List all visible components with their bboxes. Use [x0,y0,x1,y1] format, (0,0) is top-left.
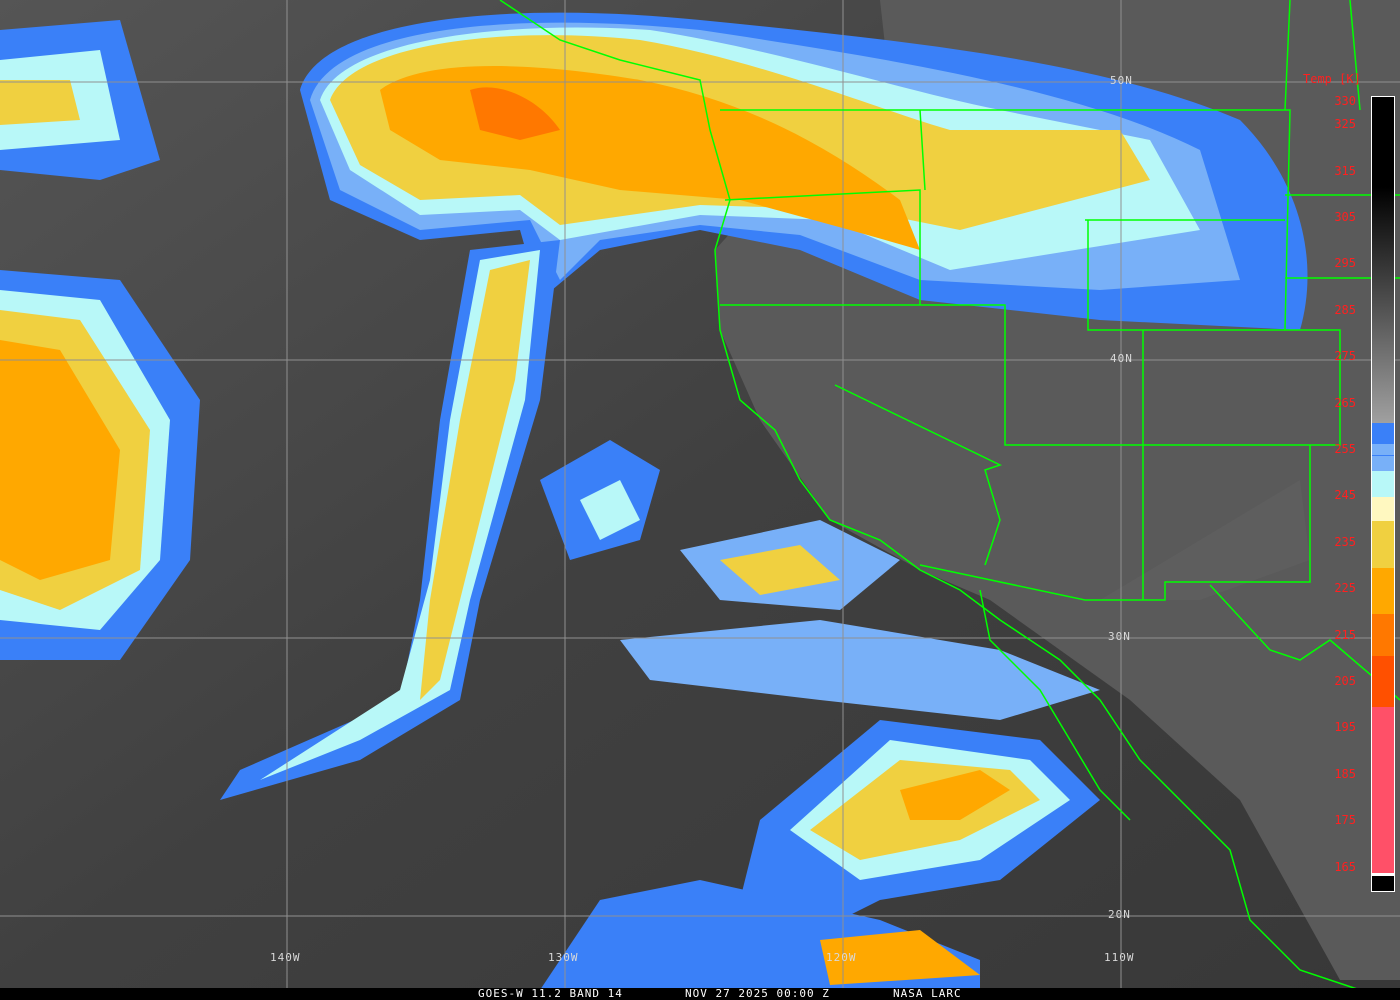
temperature-colorbar [1371,96,1395,892]
colorbar-tick-label: 195 [1334,720,1356,735]
colorbar-tick-label: 265 [1334,395,1356,410]
lat-label-40n: 40N [1110,352,1133,365]
footer-datetime: NOV 27 2025 00:00 Z [685,987,830,1000]
colorbar-tick-label: 330 [1334,94,1356,108]
footer-product: GOES-W 11.2 BAND 14 [478,987,623,1000]
colorbar-tick-label: 325 [1334,117,1356,132]
footer-bar: GOES-W 11.2 BAND 14 NOV 27 2025 00:00 Z … [0,988,1400,1000]
colorbar-tick-label: 225 [1334,581,1356,596]
footer-source: NASA LARC [893,987,962,1000]
cloud-southern-systems [540,440,1310,990]
cloud-frontal-band [220,240,560,800]
lat-label-50n: 50N [1110,74,1133,87]
lon-label-120w: 120W [826,951,857,964]
colorbar-tick-label: 275 [1334,349,1356,364]
colorbar-tick-label: 255 [1334,442,1356,456]
lat-label-30n: 30N [1108,630,1131,643]
lon-label-140w: 140W [270,951,301,964]
colorbar-tick-label: 165 [1334,859,1356,874]
colorbar-tick-label: 215 [1334,627,1356,642]
lat-label-20n: 20N [1108,908,1131,921]
political-borders [499,0,1400,991]
lon-label-130w: 130W [548,951,579,964]
colorbar-tick-label: 295 [1334,256,1356,271]
colorbar-tick-label: 245 [1334,488,1356,503]
colorbar-tick-label: 315 [1334,163,1356,178]
colorbar-tick-label: 305 [1334,210,1356,224]
colorbar-tick-label: 175 [1334,813,1356,828]
colorbar-tick-label: 285 [1334,302,1356,317]
colorbar-tick-label: 185 [1334,766,1356,781]
cloud-west-systems [0,20,200,660]
lon-label-110w: 110W [1104,951,1135,964]
colorbar-title: Temp [K] [1303,72,1361,86]
colorbar-tick-label: 235 [1334,534,1356,549]
colorbar-tick-label: 205 [1334,674,1356,688]
